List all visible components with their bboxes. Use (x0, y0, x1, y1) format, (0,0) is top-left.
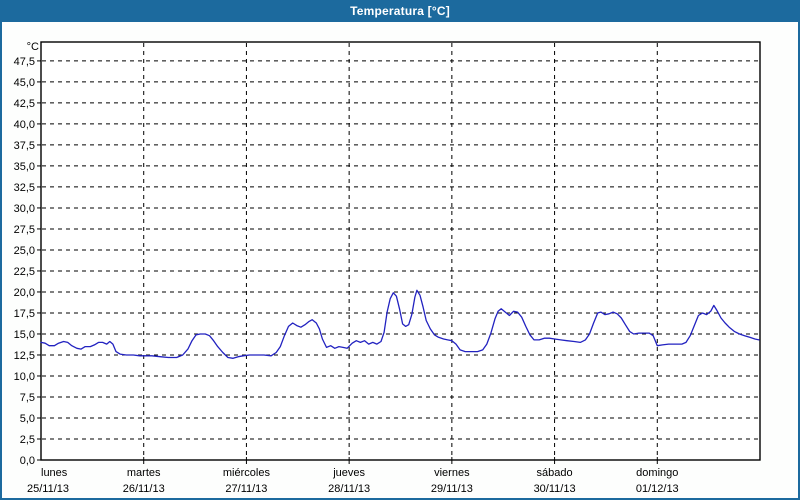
x-date-label: 26/11/13 (123, 483, 165, 495)
x-date-label: 30/11/13 (534, 483, 576, 495)
y-tick-label: 5,0 (20, 413, 35, 425)
temperature-line (40, 289, 760, 359)
x-date-label: 01/12/13 (636, 483, 679, 495)
x-day-label: domingo (636, 467, 678, 479)
y-tick-label: 37,5 (14, 140, 35, 152)
y-tick-label: 30,0 (14, 203, 35, 215)
y-tick-label: 20,0 (14, 287, 35, 299)
y-tick-label: 25,0 (14, 245, 35, 257)
y-tick-label: 12,5 (14, 350, 35, 362)
x-day-label: miércoles (223, 467, 271, 479)
y-tick-label: 40,0 (14, 119, 35, 131)
title-bar: Temperatura [°C] (0, 0, 800, 22)
y-tick-label: 15,0 (14, 329, 35, 341)
x-date-label: 28/11/13 (328, 483, 370, 495)
y-tick-label: 10,0 (14, 371, 35, 383)
x-date-label: 27/11/13 (225, 483, 267, 495)
y-tick-label: 45,0 (14, 77, 35, 89)
y-tick-label: 47,5 (14, 56, 35, 68)
x-day-label: martes (127, 467, 161, 479)
y-tick-label: 0,0 (20, 455, 35, 467)
y-tick-label: 2,5 (20, 434, 35, 446)
y-tick-label: 17,5 (14, 308, 35, 320)
x-date-label: 25/11/13 (27, 483, 69, 495)
x-day-label: jueves (332, 467, 365, 479)
y-tick-label: 35,0 (14, 161, 35, 173)
x-day-label: sábado (537, 467, 573, 479)
x-day-label: viernes (434, 467, 470, 479)
y-tick-label: 7,5 (20, 392, 35, 404)
y-tick-label: 42,5 (14, 98, 35, 110)
y-axis-unit-label: °C (27, 41, 39, 53)
x-date-label: 29/11/13 (431, 483, 473, 495)
y-tick-label: 27,5 (14, 224, 35, 236)
y-tick-label: 22,5 (14, 266, 35, 278)
chart-title: Temperatura [°C] (350, 4, 450, 18)
plot-area (40, 41, 761, 461)
x-day-label: lunes (41, 467, 68, 479)
y-tick-label: 32,5 (14, 182, 35, 194)
